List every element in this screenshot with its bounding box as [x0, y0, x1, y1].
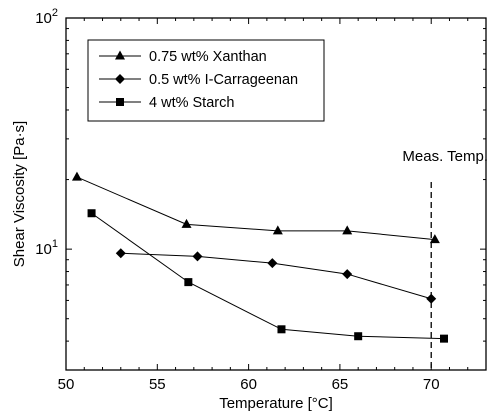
- data-point: [426, 293, 437, 304]
- legend-box: [87, 39, 325, 122]
- data-point: [440, 334, 448, 343]
- data-point: [267, 258, 278, 269]
- series-2: [115, 248, 437, 304]
- data-point: [272, 225, 283, 235]
- data-point: [277, 325, 286, 334]
- data-point: [354, 332, 363, 341]
- x-tick-label: 65: [332, 376, 349, 393]
- data-point: [192, 251, 203, 262]
- legend-label: 0.75 wt% Xanthan: [149, 49, 267, 65]
- series-line: [76, 176, 435, 241]
- data-point: [342, 225, 353, 235]
- y-tick-label: 102: [35, 7, 58, 27]
- data-point: [87, 209, 96, 218]
- meas-temp-annotation: Meas. Temp.: [402, 148, 488, 370]
- legend-label: 4 wt% Starch: [149, 95, 234, 111]
- tick-labels: 50 55 60 65 70 101 102: [35, 7, 439, 393]
- series-3: [87, 209, 448, 343]
- y-tick-label: 101: [35, 238, 58, 258]
- x-tick-label: 50: [58, 376, 75, 393]
- series-1: [71, 171, 440, 244]
- series-line: [91, 212, 445, 340]
- legend-marker: [116, 98, 124, 106]
- meas-temp-label: Meas. Temp.: [402, 148, 488, 165]
- data-series: [71, 171, 448, 343]
- series-line: [120, 252, 432, 300]
- x-tick-label: 70: [423, 376, 440, 393]
- axis-ticks: [65, 17, 487, 371]
- x-tick-label: 55: [149, 376, 166, 393]
- x-axis-title: Temperature [°C]: [219, 395, 333, 412]
- data-point: [115, 248, 126, 259]
- data-point: [429, 234, 440, 244]
- data-point: [71, 171, 82, 181]
- legend-label: 0.5 wt% I-Carrageenan: [149, 72, 298, 88]
- data-point: [184, 278, 193, 287]
- legend: 0.75 wt% Xanthan 0.5 wt% I-Carrageenan 4 w…: [87, 39, 325, 122]
- x-tick-label: 60: [240, 376, 257, 393]
- plot-frame: [65, 17, 487, 371]
- legend-marker: [115, 74, 125, 84]
- data-point: [181, 218, 192, 228]
- legend-marker: [115, 50, 125, 60]
- data-point: [342, 269, 353, 280]
- y-axis-title: Shear Viscosity [Pa·s]: [11, 121, 28, 267]
